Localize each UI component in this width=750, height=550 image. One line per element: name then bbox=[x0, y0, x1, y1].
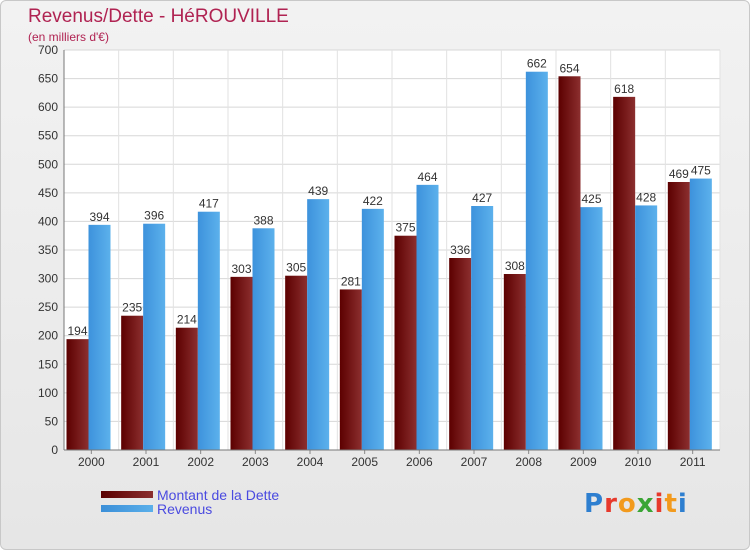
data-label-revenue: 439 bbox=[308, 184, 328, 198]
y-tick-label: 650 bbox=[38, 72, 58, 86]
bar-debt bbox=[230, 276, 253, 450]
y-tick-label: 300 bbox=[38, 272, 58, 286]
bar-debt bbox=[66, 339, 89, 450]
bar-debt bbox=[121, 315, 144, 450]
x-tick-label: 2002 bbox=[187, 455, 214, 469]
data-label-revenue: 427 bbox=[472, 191, 492, 205]
legend-label-revenue: Revenus bbox=[157, 501, 213, 517]
data-label-revenue: 396 bbox=[144, 209, 164, 223]
proxiti-logo: Proxiti bbox=[584, 489, 688, 519]
y-tick-label: 450 bbox=[38, 186, 58, 200]
data-label-revenue: 425 bbox=[581, 192, 601, 206]
data-label-revenue: 417 bbox=[199, 197, 219, 211]
bar-debt bbox=[503, 274, 526, 450]
y-tick-label: 100 bbox=[38, 386, 58, 400]
y-tick-label: 600 bbox=[38, 100, 58, 114]
bar-debt bbox=[285, 275, 308, 450]
legend-swatch-debt bbox=[101, 491, 153, 498]
data-label-revenue: 428 bbox=[636, 190, 656, 204]
data-label-debt: 654 bbox=[559, 61, 579, 75]
x-tick-label: 2011 bbox=[680, 455, 706, 469]
bar-debt bbox=[667, 182, 690, 450]
y-tick-label: 0 bbox=[51, 443, 58, 457]
y-tick-label: 200 bbox=[38, 329, 58, 343]
y-tick-label: 50 bbox=[45, 414, 59, 428]
data-label-debt: 281 bbox=[341, 274, 361, 288]
bar-revenue bbox=[635, 205, 658, 450]
data-label-debt: 469 bbox=[669, 167, 689, 181]
bar-debt bbox=[613, 96, 636, 450]
y-tick-label: 400 bbox=[38, 214, 58, 228]
data-label-debt: 305 bbox=[286, 261, 306, 275]
y-tick-label: 150 bbox=[38, 357, 58, 371]
x-tick-label: 2003 bbox=[242, 455, 269, 469]
data-label-debt: 375 bbox=[395, 221, 415, 235]
x-tick-label: 2007 bbox=[461, 455, 488, 469]
y-tick-label: 500 bbox=[38, 157, 58, 171]
bar-debt bbox=[394, 235, 417, 450]
bar-revenue bbox=[361, 208, 384, 450]
x-tick-label: 2004 bbox=[297, 455, 324, 469]
bar-revenue bbox=[471, 206, 494, 450]
x-tick-label: 2001 bbox=[133, 455, 160, 469]
data-label-revenue: 388 bbox=[253, 213, 273, 227]
logo-letter: i bbox=[654, 489, 665, 519]
y-tick-label: 250 bbox=[38, 300, 58, 314]
data-label-debt: 336 bbox=[450, 243, 470, 257]
data-label-debt: 235 bbox=[122, 301, 142, 315]
bar-revenue bbox=[252, 228, 275, 450]
bar-revenue bbox=[416, 184, 439, 450]
chart-subtitle: (en milliers d'€) bbox=[28, 30, 109, 44]
data-label-debt: 194 bbox=[67, 324, 87, 338]
data-label-debt: 618 bbox=[614, 82, 634, 96]
bar-debt bbox=[449, 258, 472, 450]
bar-revenue bbox=[580, 207, 603, 450]
y-tick-label: 350 bbox=[38, 243, 58, 257]
logo-letter: r bbox=[604, 489, 618, 519]
bar-revenue bbox=[525, 71, 548, 450]
data-label-revenue: 394 bbox=[89, 210, 109, 224]
bar-debt bbox=[175, 327, 198, 450]
logo-letter: o bbox=[617, 489, 637, 519]
data-label-debt: 214 bbox=[177, 313, 197, 327]
bar-debt bbox=[339, 289, 362, 450]
y-tick-label: 550 bbox=[38, 129, 58, 143]
y-tick-label: 700 bbox=[38, 43, 58, 57]
data-label-debt: 308 bbox=[505, 259, 525, 273]
legend-swatch-revenue bbox=[101, 505, 153, 512]
logo-letter: x bbox=[636, 489, 655, 519]
data-label-revenue: 662 bbox=[527, 57, 547, 71]
bar-revenue bbox=[307, 199, 330, 450]
x-tick-label: 2000 bbox=[78, 455, 105, 469]
data-label-debt: 303 bbox=[231, 262, 251, 276]
bar-revenue bbox=[197, 211, 220, 450]
logo-letter: i bbox=[677, 489, 688, 519]
logo-letter: P bbox=[584, 489, 605, 519]
x-tick-label: 2009 bbox=[570, 455, 597, 469]
bar-revenue bbox=[143, 223, 166, 450]
data-label-revenue: 464 bbox=[417, 170, 437, 184]
x-tick-label: 2010 bbox=[625, 455, 652, 469]
logo-letter: t bbox=[664, 489, 678, 519]
bar-revenue bbox=[689, 178, 712, 451]
chart-title: Revenus/Dette - HéROUVILLE bbox=[28, 6, 289, 27]
legend-label-debt: Montant de la Dette bbox=[157, 487, 280, 503]
bar-revenue bbox=[88, 224, 111, 450]
data-label-revenue: 422 bbox=[363, 194, 383, 208]
data-label-revenue: 475 bbox=[691, 164, 711, 178]
x-tick-label: 2008 bbox=[515, 455, 542, 469]
bar-debt bbox=[558, 76, 581, 451]
x-tick-label: 2005 bbox=[351, 455, 378, 469]
x-tick-label: 2006 bbox=[406, 455, 433, 469]
